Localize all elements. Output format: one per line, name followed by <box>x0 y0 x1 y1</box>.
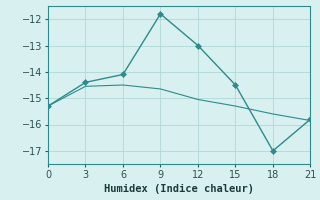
X-axis label: Humidex (Indice chaleur): Humidex (Indice chaleur) <box>104 184 254 194</box>
